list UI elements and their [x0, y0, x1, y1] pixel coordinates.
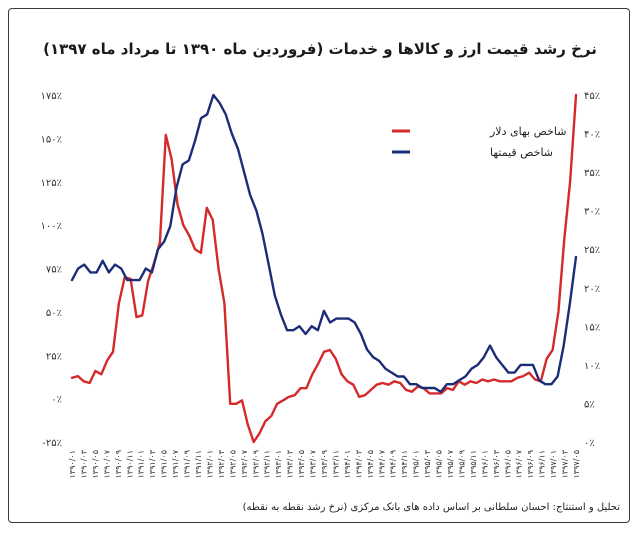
- x-tick-label: ۱۳۹۴/۰۳: [354, 449, 363, 478]
- right-tick-label: ۵٪: [584, 399, 595, 410]
- x-tick-label: ۱۳۹۰/۰۵: [91, 450, 100, 478]
- source-credit: تحلیل و استنتاج: احسان سلطانی بر اساس دا…: [242, 502, 620, 513]
- right-tick-label: ۴۵٪: [584, 91, 600, 102]
- x-tick-label: ۱۳۹۰/۰۷: [102, 449, 111, 478]
- series-layer: [70, 93, 578, 444]
- x-tick-label: ۱۳۹۳/۰۷: [309, 449, 318, 478]
- legend: شاخص بهای دلار شاخص قیمتها: [392, 125, 566, 159]
- x-tick-label: ۱۳۹۱/۰۳: [148, 449, 157, 478]
- x-tick-label: ۱۳۹۲/۱۱: [263, 450, 272, 478]
- x-tick-label: ۱۳۹۱/۰۵: [160, 450, 169, 478]
- left-tick-label: ۰٪: [51, 395, 62, 406]
- right-tick-label: ۲۵٪: [584, 245, 600, 256]
- x-tick-label: ۱۳۹۳/۰۱: [274, 450, 283, 478]
- legend-label-prices: شاخص قیمتها: [490, 146, 553, 159]
- series-line-prices: [70, 93, 578, 394]
- x-tick-label: ۱۳۹۳/۱۱: [331, 450, 340, 478]
- x-tick-label: ۱۳۹۶/۰۳: [492, 449, 501, 478]
- x-axis: ۱۳۹۰/۰۱ ۱۳۹۰/۰۳ ۱۳۹۰/۰۵ ۱۳۹۰/۰۷ ۱۳۹۰/۰۹ ۱۳۹۰/…: [68, 449, 581, 478]
- x-tick-label: ۱۳۹۷/۰۳: [561, 449, 570, 478]
- x-tick-label: ۱۳۹۱/۰۷: [171, 449, 180, 478]
- left-tick-label: ۱۷۵٪: [41, 91, 62, 102]
- x-tick-label: ۱۳۹۵/۰۱: [412, 450, 421, 478]
- x-tick-label: ۱۳۹۶/۱۱: [538, 450, 547, 478]
- left-axis: -۲۵٪ ۰٪ ۲۵٪ ۵۰٪ ۷۵٪ ۱۰۰٪ ۱۲۵٪ ۱۵۰٪ ۱۷۵٪: [41, 91, 62, 449]
- x-tick-label: ۱۳۹۷/۰۱: [549, 450, 558, 478]
- right-tick-label: ۳۰٪: [584, 207, 600, 218]
- x-tick-label: ۱۳۹۶/۰۷: [515, 449, 524, 478]
- x-tick-label: ۱۳۹۰/۱۱: [125, 450, 134, 478]
- x-tick-label: ۱۳۹۴/۱۱: [400, 450, 409, 478]
- left-tick-label: ۵۰٪: [46, 308, 62, 319]
- x-tick-label: ۱۳۹۲/۰۹: [251, 450, 260, 478]
- left-tick-label: ۱۵۰٪: [41, 134, 62, 145]
- x-tick-label: ۱۳۹۲/۰۳: [217, 449, 226, 478]
- legend-label-dollar: شاخص بهای دلار: [489, 125, 566, 138]
- x-tick-label: ۱۳۹۵/۰۷: [446, 449, 455, 478]
- left-tick-label: ۱۲۵٪: [41, 178, 62, 189]
- x-tick-label: ۱۳۹۶/۰۹: [526, 450, 535, 478]
- right-tick-label: ۲۰٪: [584, 284, 600, 295]
- left-tick-label: ۲۵٪: [46, 351, 62, 362]
- x-tick-label: ۱۳۹۵/۱۱: [469, 450, 478, 478]
- right-tick-label: ۴۰٪: [584, 130, 600, 141]
- x-tick-label: ۱۳۹۱/۰۱: [137, 450, 146, 478]
- x-tick-label: ۱۳۹۱/۱۱: [194, 450, 203, 478]
- left-tick-label: -۲۵٪: [42, 438, 62, 449]
- x-tick-label: ۱۳۹۴/۰۷: [377, 449, 386, 478]
- right-tick-label: ۰٪: [584, 438, 595, 449]
- x-tick-label: ۱۳۹۲/۰۱: [205, 450, 214, 478]
- x-tick-label: ۱۳۹۱/۰۹: [183, 450, 192, 478]
- x-tick-label: ۱۳۹۲/۰۵: [228, 450, 237, 478]
- x-tick-label: ۱۳۹۶/۰۱: [480, 450, 489, 478]
- x-tick-label: ۱۳۹۴/۰۵: [366, 450, 375, 478]
- left-tick-label: ۷۵٪: [46, 265, 62, 276]
- right-tick-label: ۱۰٪: [584, 361, 600, 372]
- x-tick-label: ۱۳۹۵/۰۹: [457, 450, 466, 478]
- x-tick-label: ۱۳۹۴/۰۱: [343, 450, 352, 478]
- x-tick-label: ۱۳۹۰/۰۳: [79, 449, 88, 478]
- right-tick-label: ۳۵٪: [584, 168, 600, 179]
- x-tick-label: ۱۳۹۰/۰۹: [114, 450, 123, 478]
- x-tick-label: ۱۳۹۰/۰۱: [68, 450, 77, 478]
- right-axis: ۰٪ ۵٪ ۱۰٪ ۱۵٪ ۲۰٪ ۲۵٪ ۳۰٪ ۳۵٪ ۴۰٪ ۴۵٪: [584, 91, 600, 449]
- x-tick-label: ۱۳۹۴/۰۹: [389, 450, 398, 478]
- x-tick-label: ۱۳۹۳/۰۹: [320, 450, 329, 478]
- x-tick-label: ۱۳۹۲/۰۷: [240, 449, 249, 478]
- x-tick-label: ۱۳۹۶/۰۵: [503, 450, 512, 478]
- x-tick-label: ۱۳۹۳/۰۳: [286, 449, 295, 478]
- x-tick-label: ۱۳۹۵/۰۵: [435, 450, 444, 478]
- left-tick-label: ۱۰۰٪: [41, 221, 62, 232]
- chart-frame: [8, 8, 630, 523]
- x-tick-label: ۱۳۹۵/۰۳: [423, 449, 432, 478]
- x-tick-label: ۱۳۹۷/۰۵: [572, 450, 581, 478]
- right-tick-label: ۱۵٪: [584, 322, 600, 333]
- chart-title: نرخ رشد قیمت ارز و کالاها و خدمات (فرورد…: [43, 40, 597, 58]
- x-tick-label: ۱۳۹۳/۰۵: [297, 450, 306, 478]
